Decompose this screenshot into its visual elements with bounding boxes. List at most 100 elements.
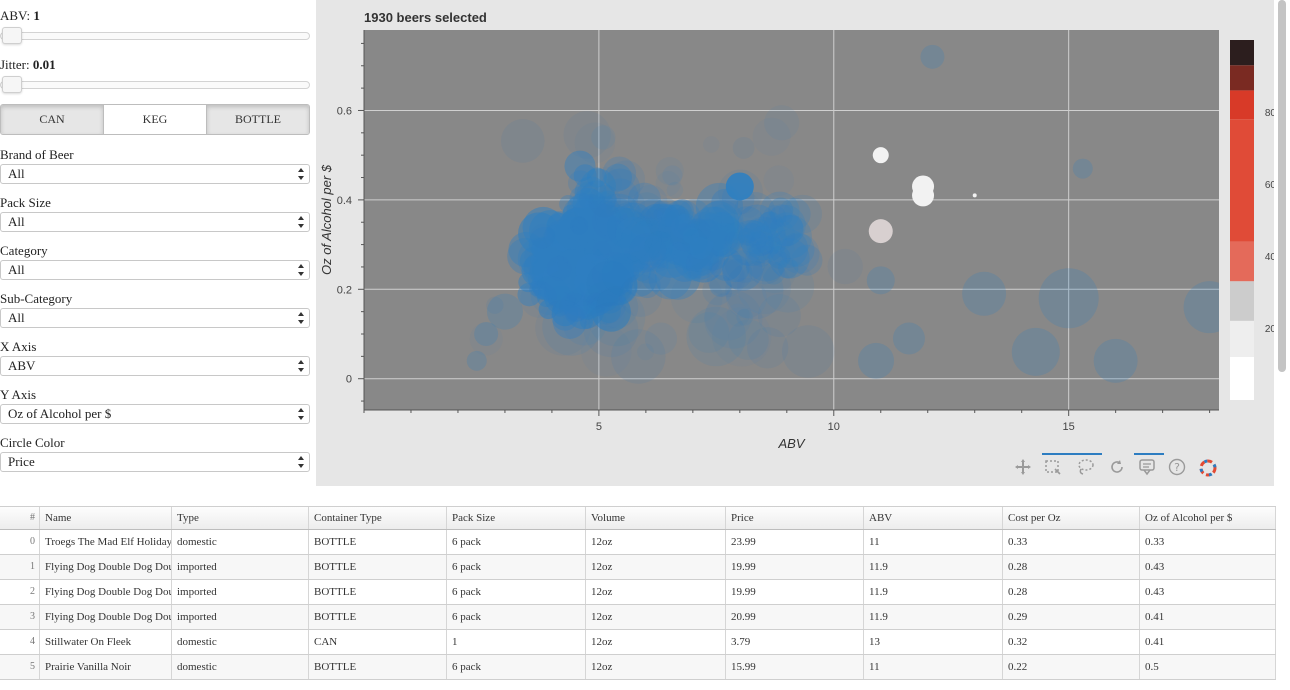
reset-icon[interactable] [1108,458,1130,480]
data-point[interactable] [557,216,590,249]
data-point[interactable] [656,204,679,227]
data-point[interactable] [1072,158,1093,179]
data-point[interactable] [596,206,629,239]
data-point[interactable] [673,213,697,237]
data-point[interactable] [752,250,796,294]
cell-pack-size[interactable]: 6 pack [447,655,586,679]
data-point[interactable] [573,164,597,188]
data-point[interactable] [728,219,775,266]
data-point[interactable] [703,215,745,257]
cell-container-type[interactable]: BOTTLE [309,580,447,604]
data-point[interactable] [552,301,568,317]
data-point[interactable] [762,261,786,285]
data-point[interactable] [598,190,617,209]
data-point[interactable] [577,257,618,298]
cell-pack-size[interactable]: 6 pack [447,580,586,604]
data-point[interactable] [675,229,694,247]
data-point[interactable] [695,236,730,271]
data-point[interactable] [560,207,593,241]
column-header-pack-size[interactable]: Pack Size [447,507,586,529]
data-point[interactable] [579,180,616,217]
cell-name[interactable]: Stillwater On Fleek [40,630,172,654]
data-point[interactable] [573,268,602,297]
data-point[interactable] [745,245,785,285]
data-point[interactable] [694,206,739,251]
cell-index[interactable]: 1 [0,555,40,579]
cell-type[interactable]: domestic [172,630,309,654]
data-point[interactable] [648,256,692,300]
data-point[interactable] [770,204,793,227]
data-point[interactable] [661,220,695,255]
data-point[interactable] [615,247,635,267]
data-point[interactable] [562,204,579,221]
data-point[interactable] [565,207,599,241]
data-point[interactable] [636,235,674,273]
cell-abv[interactable]: 11 [864,530,1003,554]
cell-oz-alcohol-per-dollar[interactable]: 0.5 [1140,655,1276,679]
data-point[interactable] [670,271,723,324]
table-row[interactable]: 3 Flying Dog Double Dog Dou imported BOTTLE… [0,605,1276,630]
data-point[interactable] [574,261,594,280]
data-point[interactable] [660,228,694,262]
data-point[interactable] [583,263,601,281]
column-header-index[interactable]: # [0,507,40,529]
data-point[interactable] [589,269,623,303]
data-point[interactable] [595,193,642,240]
cell-oz-alcohol-per-dollar[interactable]: 0.43 [1140,580,1276,604]
data-point[interactable] [759,191,800,232]
data-point[interactable] [584,238,610,264]
data-point[interactable] [702,136,720,153]
cell-price[interactable]: 3.79 [726,630,864,654]
data-point[interactable] [585,240,619,273]
cell-pack-size[interactable]: 6 pack [447,555,586,579]
data-point[interactable] [781,325,835,378]
data-point[interactable] [595,222,612,239]
box-select-icon[interactable] [1044,458,1066,480]
cell-abv[interactable]: 13 [864,630,1003,654]
data-point[interactable] [622,262,657,297]
x-axis-select[interactable]: ABV [0,356,310,376]
data-point[interactable] [761,218,786,242]
data-point[interactable] [666,181,684,199]
cell-volume[interactable]: 12oz [586,580,726,604]
data-point[interactable] [648,239,673,265]
column-header-volume[interactable]: Volume [586,507,726,529]
data-point[interactable] [577,253,609,285]
y-axis-select[interactable]: Oz of Alcohol per $ [0,404,310,424]
data-point[interactable] [639,222,670,253]
data-point[interactable] [682,227,700,244]
table-row[interactable]: 0 Troegs The Mad Elf Holiday domestic BOTTL… [0,530,1276,555]
data-point[interactable] [615,216,651,252]
data-point[interactable] [682,262,703,282]
data-point[interactable] [584,196,607,219]
data-point[interactable] [583,281,627,325]
data-point[interactable] [518,272,539,293]
cell-name[interactable]: Prairie Vanilla Noir [40,655,172,679]
data-point[interactable] [704,290,763,349]
cell-cost-per-oz[interactable]: 0.28 [1003,555,1140,579]
data-point[interactable] [554,214,589,249]
data-point[interactable] [589,210,612,233]
data-point[interactable] [590,166,623,199]
highlighted-point[interactable] [972,193,977,198]
data-point[interactable] [678,219,704,246]
data-point[interactable] [576,189,607,220]
data-point[interactable] [586,260,633,307]
data-point[interactable] [544,224,568,248]
data-point[interactable] [552,305,587,339]
data-point[interactable] [633,198,673,239]
table-row[interactable]: 1 Flying Dog Double Dog Dou imported BOTTLE… [0,555,1276,580]
data-point[interactable] [674,211,700,237]
data-point[interactable] [704,293,752,341]
data-point[interactable] [587,204,624,241]
data-point[interactable] [576,181,601,206]
data-point[interactable] [767,245,791,269]
cell-pack-size[interactable]: 6 pack [447,605,586,629]
data-point[interactable] [486,293,523,330]
data-point[interactable] [686,306,746,367]
highlighted-point[interactable] [868,219,893,244]
data-point[interactable] [670,200,692,222]
data-point[interactable] [681,239,725,283]
cell-cost-per-oz[interactable]: 0.28 [1003,580,1140,604]
data-point[interactable] [557,249,586,277]
